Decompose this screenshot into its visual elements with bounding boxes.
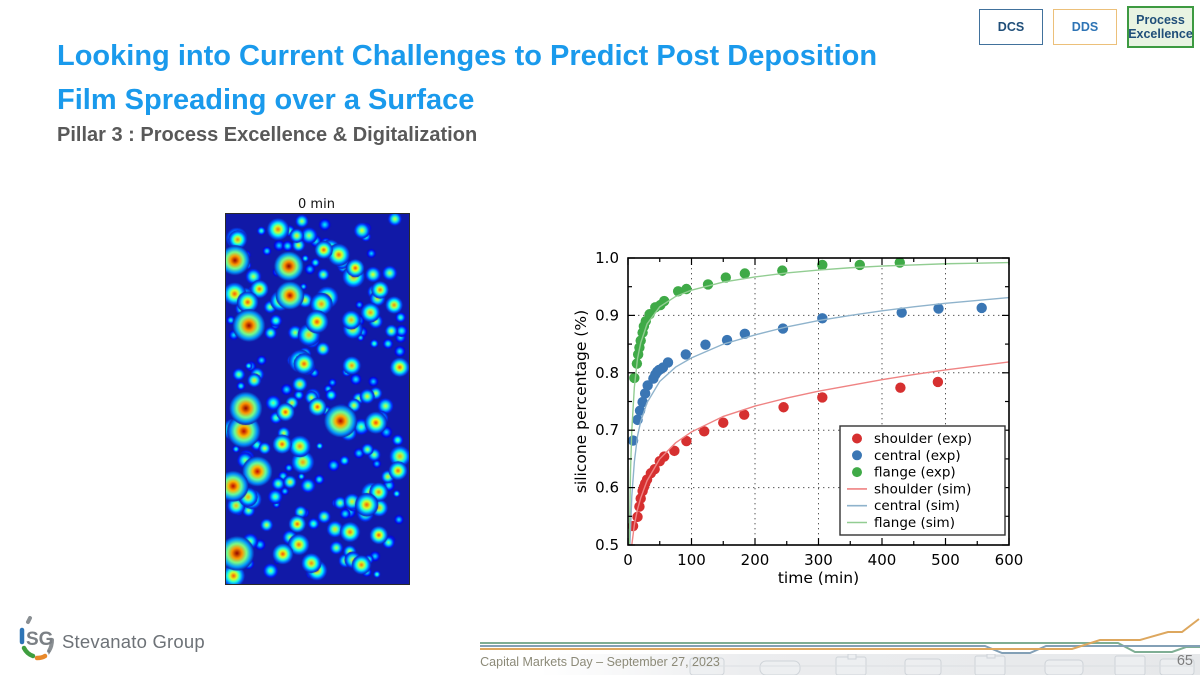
decor-line-green (480, 642, 1200, 653)
series-central-sim- (629, 296, 1010, 546)
heatmap-time-label: 0 min (298, 197, 335, 212)
stevanato-group-logo: SG , (19, 616, 54, 661)
svg-text:,: , (47, 639, 51, 655)
svg-text:0.7: 0.7 (595, 421, 619, 439)
page-number: 65 (1176, 653, 1193, 669)
page-title-line2: Film Spreading over a Surface (57, 84, 475, 117)
chart-ticks (627, 257, 1010, 546)
x-axis-label: time (min) (778, 569, 859, 587)
svg-text:400: 400 (868, 551, 897, 569)
svg-text:100: 100 (677, 551, 706, 569)
logo-wordmark: Stevanato Group (62, 631, 205, 652)
vials-photo-strip (689, 653, 1195, 675)
svg-text:central (sim): central (sim) (874, 498, 960, 514)
page-title: Looking into Current Challenges to Predi… (57, 34, 1017, 122)
series-shoulder-sim- (631, 361, 1010, 546)
svg-text:1.0: 1.0 (595, 249, 619, 267)
decor-line-blue (480, 645, 1200, 654)
decor-line-orange (480, 618, 1200, 650)
badge-dcs[interactable]: DCS (979, 9, 1043, 45)
svg-text:shoulder (exp): shoulder (exp) (874, 431, 972, 447)
svg-text:200: 200 (741, 551, 770, 569)
chart-tick-labels: 0 100 200 300 400 500 600 0.5 0.6 0.7 0.8 0.9 1.0 (595, 249, 1023, 569)
badge-process-excellence[interactable]: Process Excellence (1127, 6, 1194, 48)
svg-text:0.6: 0.6 (595, 479, 619, 497)
svg-text:300: 300 (804, 551, 833, 569)
series-flange-sim- (628, 261, 1010, 546)
svg-text:600: 600 (995, 551, 1024, 569)
svg-text:central (exp): central (exp) (874, 448, 961, 464)
silicone-percentage-chart: 0 100 200 300 400 500 600 0.5 0.6 0.7 0.8 0.9 1.0 tim… (572, 249, 1023, 587)
series-flange-exp- (629, 257, 905, 384)
svg-text:flange (sim): flange (sim) (874, 515, 955, 531)
svg-text:0.5: 0.5 (595, 536, 619, 554)
svg-text:flange (exp): flange (exp) (874, 465, 956, 481)
footer-image-strip (0, 653, 1200, 675)
svg-text:0: 0 (623, 551, 633, 569)
series-central-exp- (627, 302, 987, 446)
page-title-line1: Looking into Current Challenges to Predi… (57, 40, 878, 72)
footer-caption: Capital Markets Day – September 27, 2023 (480, 655, 720, 669)
svg-text:0.9: 0.9 (595, 306, 619, 324)
svg-text:500: 500 (931, 551, 960, 569)
footer-decor-lines (480, 618, 1200, 654)
heatmap-canvas (225, 213, 410, 585)
svg-text:0.8: 0.8 (595, 364, 619, 382)
svg-text:SG: SG (26, 629, 53, 650)
chart-legend: shoulder (exp)central (exp)flange (exp)s… (839, 425, 1006, 536)
y-axis-label: silicone percentage (%) (572, 310, 590, 493)
page-subtitle: Pillar 3 : Process Excellence & Digitali… (57, 124, 478, 146)
svg-text:shoulder (sim): shoulder (sim) (874, 481, 971, 497)
badge-dds[interactable]: DDS (1053, 9, 1117, 45)
